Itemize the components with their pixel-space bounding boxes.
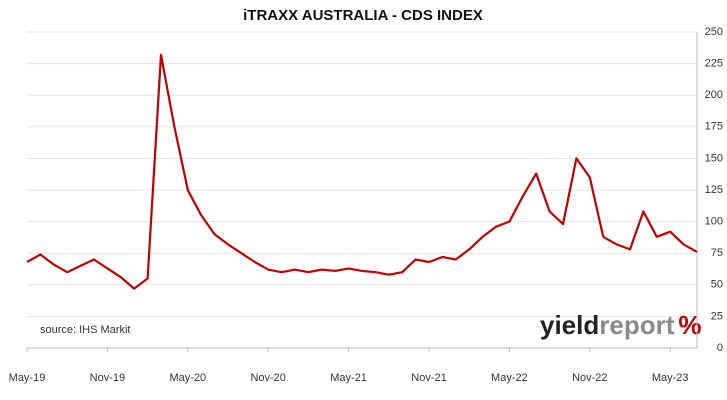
source-note: source: IHS Markit: [40, 324, 130, 336]
logo: yieldreport%: [540, 310, 702, 340]
y-tick-label: 100: [705, 216, 723, 228]
logo-report: report: [599, 310, 674, 340]
logo-percent: %: [678, 310, 701, 340]
y-tick-label: 150: [705, 152, 723, 164]
x-tick-label: May-20: [169, 372, 206, 384]
x-tick-label: May-22: [491, 372, 528, 384]
y-tick-label: 125: [705, 184, 723, 196]
x-tick-label: Nov-20: [250, 372, 285, 384]
x-tick-label: Nov-22: [572, 372, 607, 384]
x-tick-label: May-21: [330, 372, 367, 384]
y-tick-label: 250: [705, 26, 723, 38]
y-tick-label: 50: [711, 279, 723, 291]
y-tick-label: 175: [705, 121, 723, 133]
x-tick-label: Nov-21: [411, 372, 446, 384]
y-tick-label: 75: [711, 247, 723, 259]
y-tick-label: 200: [705, 89, 723, 101]
logo-yield: yield: [540, 310, 599, 340]
x-tick-label: Nov-19: [90, 372, 125, 384]
x-tick-label: May-19: [9, 372, 46, 384]
y-tick-label: 25: [711, 310, 723, 322]
data-line: [26, 53, 698, 290]
x-tick-label: May-23: [652, 372, 689, 384]
chart-title: iTRAXX AUSTRALIA - CDS INDEX: [243, 7, 483, 24]
y-tick-label: 225: [705, 58, 723, 70]
y-tick-label: 0: [717, 342, 723, 354]
